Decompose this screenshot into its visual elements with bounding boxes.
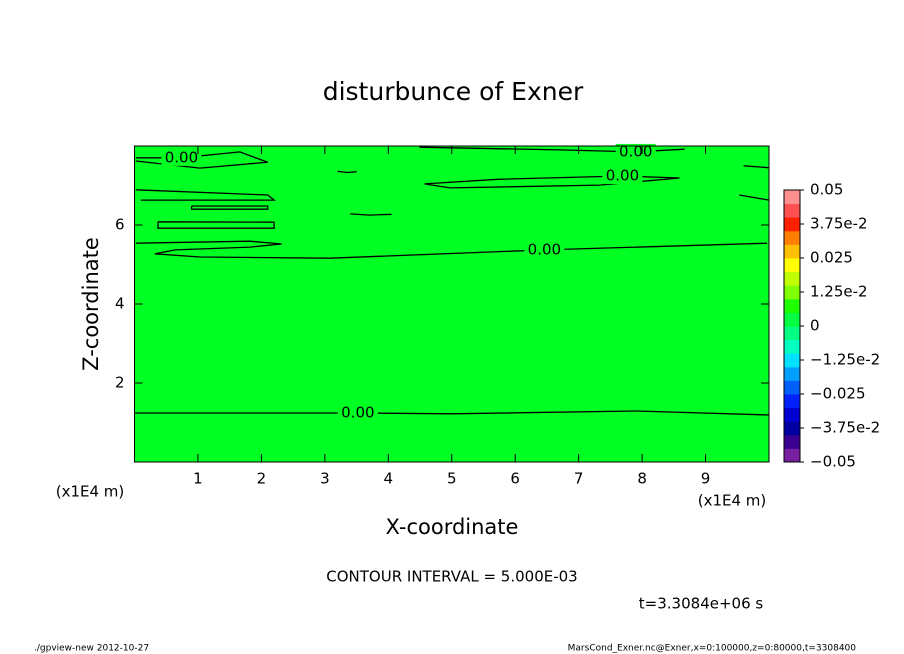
contour-interval: CONTOUR INTERVAL = 5.000E-03 (326, 568, 577, 586)
contour-line (350, 213, 392, 216)
x-unit-label: (x1E4 m) (698, 492, 767, 510)
x-tick-label: 2 (257, 470, 267, 488)
x-axis-label: X-coordinate (386, 515, 519, 539)
colorbar-segment (784, 366, 800, 381)
colorbar-segment (784, 258, 800, 273)
contour-line (134, 410, 770, 416)
colorbar-segment (784, 298, 800, 313)
y-tick-label: 4 (115, 295, 125, 313)
colorbar-segment (784, 203, 800, 218)
contour-label: 0.00 (606, 167, 639, 185)
contour-line (419, 146, 685, 153)
contour-line (739, 194, 770, 201)
chart-title: disturbunce of Exner (323, 77, 584, 106)
plot-fill (134, 146, 769, 462)
colorbar-segment (784, 312, 800, 327)
colorbar-segment (784, 217, 800, 232)
colorbar-segment (784, 394, 800, 409)
contour-label: 0.00 (341, 404, 374, 422)
y-axis-label: Z-coordinate (79, 237, 103, 371)
colorbar-segment (784, 190, 800, 205)
x-tick-label: 4 (384, 470, 394, 488)
x-tick-label: 3 (320, 470, 330, 488)
y-tick-label: 6 (115, 216, 125, 234)
contour-line (190, 205, 269, 210)
x-tick-label: 9 (701, 470, 711, 488)
colorbar-segment (784, 326, 800, 341)
contour-line (157, 221, 275, 229)
x-tick-label: 8 (637, 470, 647, 488)
colorbar-tick-label: 0.025 (810, 249, 853, 267)
colorbar-tick-label: 3.75e-2 (810, 215, 868, 233)
y-tick-label: 2 (115, 374, 125, 392)
colorbar-segment (784, 353, 800, 368)
contour-label: 0.00 (619, 142, 652, 160)
contour-label-bg (602, 168, 643, 185)
footer-right: MarsCond_Exner.nc@Exner,x=0:100000,z=0:8… (568, 644, 857, 654)
contour-label-bg (615, 143, 656, 160)
colorbar-tick-label: 0.05 (810, 181, 843, 199)
colorbar-tick-label: −1.25e-2 (810, 351, 880, 369)
y-unit-label: (x1E4 m) (56, 483, 125, 501)
x-tick-label: 7 (574, 470, 584, 488)
contour-label-bg (337, 405, 378, 422)
contour-line (135, 240, 768, 259)
x-tick-label: 5 (447, 470, 457, 488)
colorbar-tick-label: 1.25e-2 (810, 283, 868, 301)
footer-left: ./gpview-new 2012-10-27 (34, 644, 149, 654)
contour-label-bg (524, 241, 565, 258)
colorbar-tick-label: −0.025 (810, 385, 866, 403)
colorbar-segment (784, 244, 800, 259)
x-tick-label: 1 (193, 470, 203, 488)
colorbar-segment (784, 421, 800, 436)
colorbar-tick-label: −0.05 (810, 453, 856, 471)
colorbar-segment (784, 380, 800, 395)
colorbar-segment (784, 434, 800, 449)
colorbar-segment (784, 339, 800, 354)
time-label: t=3.3084e+06 s (639, 595, 764, 613)
contour-label: 0.00 (165, 148, 198, 166)
contour-label: 0.00 (528, 240, 561, 258)
colorbar-segment (784, 285, 800, 300)
colorbar-segment (784, 271, 800, 286)
contour-label-bg (161, 149, 202, 166)
colorbar-tick-label: 0 (810, 317, 820, 335)
contour-line (424, 175, 680, 189)
colorbar-segment (784, 230, 800, 245)
x-tick-label: 6 (510, 470, 520, 488)
colorbar-tick-label: −3.75e-2 (810, 419, 880, 437)
colorbar-segment (784, 448, 800, 463)
colorbar-segment (784, 407, 800, 422)
contour-line (743, 165, 770, 169)
contour-line (135, 189, 276, 201)
contour-line (337, 170, 357, 174)
